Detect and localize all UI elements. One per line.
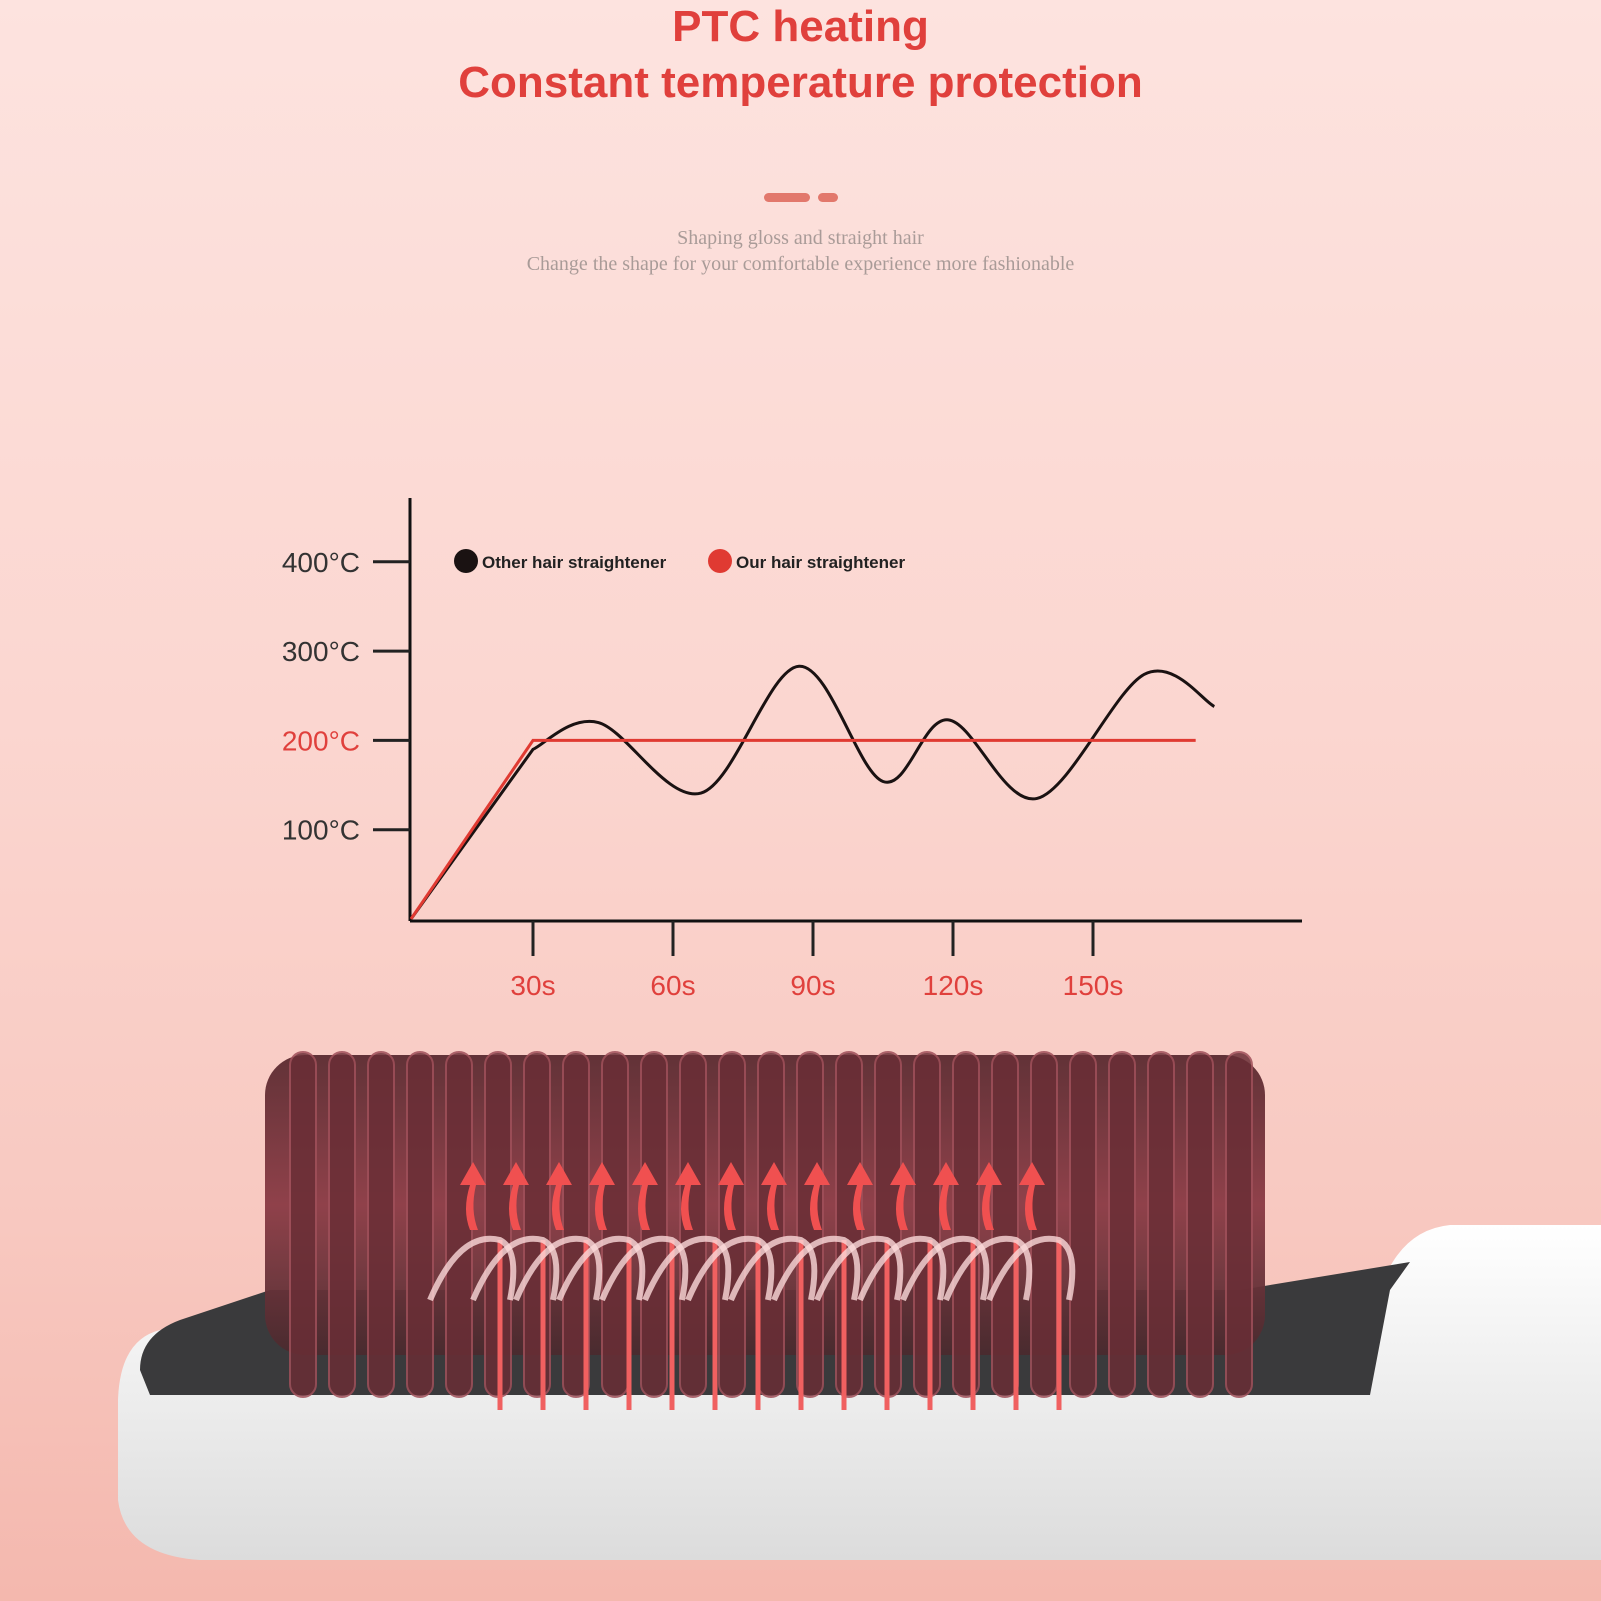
- heat-arrow-icon: [933, 1162, 959, 1230]
- heat-arrow-icon: [460, 1162, 486, 1230]
- bristle: [913, 1051, 941, 1398]
- x-tick-label: 60s: [650, 970, 695, 1001]
- heat-arrow-icon: [546, 1162, 572, 1230]
- bristle: [1108, 1051, 1136, 1398]
- heat-wave: [642, 1235, 732, 1302]
- heat-wave: [771, 1235, 861, 1302]
- subtitle-line-1: Shaping gloss and straight hair: [677, 227, 924, 249]
- heat-arrow-icon: [675, 1162, 701, 1230]
- heat-arrow-icon: [1019, 1162, 1045, 1230]
- heat-wave: [728, 1235, 818, 1302]
- series-line-ours: [409, 738, 1196, 920]
- x-tick-label: 90s: [790, 970, 835, 1001]
- heat-arrow-icon: [890, 1162, 916, 1230]
- heat-arrow-icon: [718, 1162, 744, 1230]
- heat-arrow-icon: [503, 1162, 529, 1230]
- heat-arrow-icon: [976, 1162, 1002, 1230]
- heat-wave: [685, 1235, 775, 1302]
- heat-arrow-icon: [632, 1162, 658, 1230]
- x-tick-label: 120s: [923, 970, 984, 1001]
- y-tick-label: 100°C: [282, 815, 360, 846]
- bristle: [1147, 1051, 1175, 1398]
- heat-wave: [556, 1235, 646, 1302]
- heat-wave: [857, 1235, 947, 1302]
- y-tick-label: 300°C: [282, 636, 360, 667]
- y-tick-label: 400°C: [282, 547, 360, 578]
- subtitle-line-2: Change the shape for your comfortable ex…: [526, 253, 1075, 275]
- heat-wave: [986, 1235, 1076, 1302]
- heat-arrow-icon: [761, 1162, 787, 1230]
- heat-wave: [900, 1235, 990, 1302]
- legend-label: Our hair straightener: [736, 553, 905, 572]
- bristle: [679, 1051, 707, 1398]
- x-tick-label: 150s: [1063, 970, 1124, 1001]
- bristle: [289, 1051, 317, 1398]
- heat-arrow-icon: [804, 1162, 830, 1230]
- bristle: [406, 1051, 434, 1398]
- x-tick-label: 30s: [510, 970, 555, 1001]
- heat-wave: [427, 1235, 517, 1302]
- legend-marker: [708, 549, 732, 573]
- heat-wave: [470, 1235, 560, 1302]
- heat-arrow-icon: [847, 1162, 873, 1230]
- title-line-1: PTC heating: [672, 2, 929, 51]
- heat-wave: [513, 1235, 603, 1302]
- legend-marker: [454, 549, 478, 573]
- heat-arrow-icon: [589, 1162, 615, 1230]
- bristle: [328, 1051, 356, 1398]
- heat-wave: [599, 1235, 689, 1302]
- bristle: [1186, 1051, 1214, 1398]
- heat-wave: [814, 1235, 904, 1302]
- decorative-dash: [764, 193, 810, 202]
- title-line-2: Constant temperature protection: [458, 58, 1143, 107]
- y-tick-label: 200°C: [282, 725, 360, 756]
- legend-label: Other hair straightener: [482, 553, 667, 572]
- bristle: [562, 1051, 590, 1398]
- bristle: [1225, 1051, 1253, 1398]
- series-line-other: [409, 664, 1216, 920]
- decorative-dash-small: [818, 193, 838, 202]
- heat-wave: [943, 1235, 1033, 1302]
- bristle: [1069, 1051, 1097, 1398]
- bristle: [367, 1051, 395, 1398]
